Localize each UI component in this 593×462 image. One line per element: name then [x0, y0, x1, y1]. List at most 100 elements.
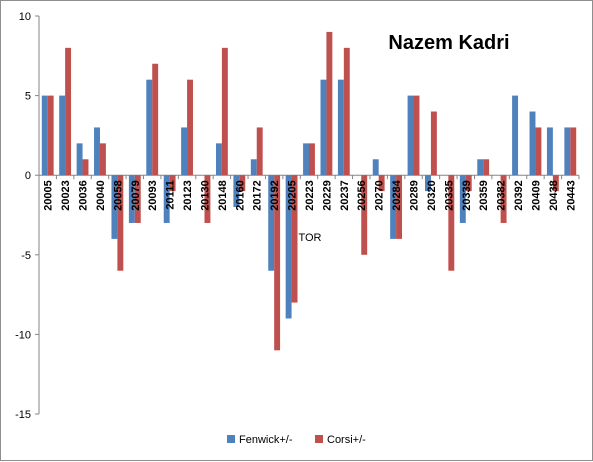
fenwick-bar [477, 159, 484, 176]
y-tick-label: -10 [15, 329, 31, 341]
fenwick-bar [512, 95, 519, 176]
category-label: 20270 [374, 180, 386, 211]
corsi-bar [65, 47, 72, 176]
category-label: 20289 [409, 180, 421, 211]
x-axis-label: TOR [298, 232, 321, 244]
category-label: 20023 [60, 180, 72, 211]
category-label: 20123 [182, 180, 194, 211]
category-label: 20160 [234, 180, 246, 211]
corsi-bar [396, 175, 403, 239]
corsi-legend-label: Corsi+/- [327, 434, 366, 446]
corsi-bar [117, 175, 124, 271]
fenwick-bar [41, 95, 48, 176]
fenwick-bar [459, 175, 466, 223]
bars [41, 31, 577, 351]
category-label: 20256 [356, 180, 368, 211]
category-label: 20040 [95, 180, 107, 211]
fenwick-bar [407, 95, 414, 176]
fenwick-bar [546, 127, 553, 176]
fenwick-bar [111, 175, 118, 239]
corsi-bar [274, 175, 281, 351]
fenwick-bar [181, 127, 188, 176]
legend: Fenwick+/- Corsi+/- [227, 434, 366, 446]
fenwick-bar [76, 143, 83, 176]
y-tick-label: -5 [21, 250, 31, 262]
corsi-bar [413, 95, 420, 176]
fenwick-bar [128, 175, 135, 223]
category-label: 20079 [130, 180, 142, 211]
fenwick-bar [94, 127, 100, 176]
corsi-bar [47, 95, 54, 176]
corsi-bar [309, 143, 315, 176]
corsi-bar [239, 175, 246, 192]
fenwick-bar [390, 175, 397, 239]
category-labels: 20005 20023 20036 20040 20058 20079 20093 20111… [38, 175, 580, 211]
corsi-legend-swatch [315, 435, 323, 443]
category-label: 20359 [478, 180, 490, 211]
corsi-bar [465, 175, 472, 192]
category-label: 20443 [565, 180, 577, 211]
corsi-bar [221, 47, 228, 176]
fenwick-bar [303, 143, 309, 176]
chart-title: Nazem Kadri [388, 32, 509, 54]
category-label: 20382 [496, 180, 508, 211]
corsi-bar [448, 175, 455, 271]
corsi-bar [99, 143, 106, 176]
fenwick-bar [372, 159, 379, 176]
category-label: 20111 [165, 180, 177, 209]
y-tick-label: 5 [25, 91, 31, 103]
category-label: 20172 [252, 180, 264, 211]
corsi-bar [187, 79, 193, 176]
y-tick-label: -15 [15, 409, 31, 421]
fenwick-bar [320, 79, 327, 176]
corsi-bar [361, 175, 368, 255]
category-label: 20284 [391, 179, 403, 210]
y-tick-label: 0 [25, 170, 31, 182]
category-label: 20148 [217, 180, 229, 211]
corsi-bar [483, 159, 490, 176]
corsi-bar [378, 175, 385, 192]
category-label: 20058 [112, 180, 124, 211]
fenwick-bar [425, 175, 431, 192]
fenwick-bar [215, 143, 222, 176]
category-label: 20438 [548, 180, 560, 211]
category-label: 20320 [426, 180, 438, 211]
fenwick-bar [146, 79, 153, 176]
corsi-bar [134, 175, 141, 223]
corsi-bar [500, 175, 507, 223]
category-label: 20339 [461, 180, 473, 211]
corsi-bar [82, 159, 89, 176]
corsi-bar [535, 127, 542, 176]
fenwick-bar [59, 95, 66, 176]
category-label: 20335 [443, 180, 455, 211]
category-label: 20205 [287, 180, 299, 211]
corsi-bar [326, 31, 333, 176]
category-label: 20005 [43, 180, 55, 211]
corsi-bar [552, 175, 559, 192]
category-label: 20409 [530, 180, 542, 211]
fenwick-bar [337, 79, 344, 176]
y-tick-label: 10 [19, 11, 31, 23]
category-label: 20093 [147, 180, 159, 211]
fenwick-bar [529, 111, 536, 176]
fenwick-bar [163, 175, 170, 223]
category-label: 20223 [304, 180, 316, 211]
category-label: 20229 [321, 180, 333, 211]
fenwick-bar [564, 127, 571, 176]
corsi-bar [430, 111, 437, 176]
category-label: 20392 [513, 180, 525, 211]
category-label: 20237 [339, 180, 351, 211]
corsi-bar [291, 175, 298, 303]
category-label: 20192 [269, 180, 281, 211]
category-label: 20130 [199, 180, 211, 211]
corsi-bar [152, 63, 159, 176]
fenwick-bar [285, 175, 292, 319]
corsi-bar [204, 175, 211, 223]
corsi-bar [169, 175, 176, 192]
fenwick-legend-label: Fenwick+/- [239, 434, 293, 446]
corsi-bar [570, 127, 577, 176]
fenwick-bar [233, 175, 240, 208]
fenwick-legend-swatch [227, 435, 235, 443]
